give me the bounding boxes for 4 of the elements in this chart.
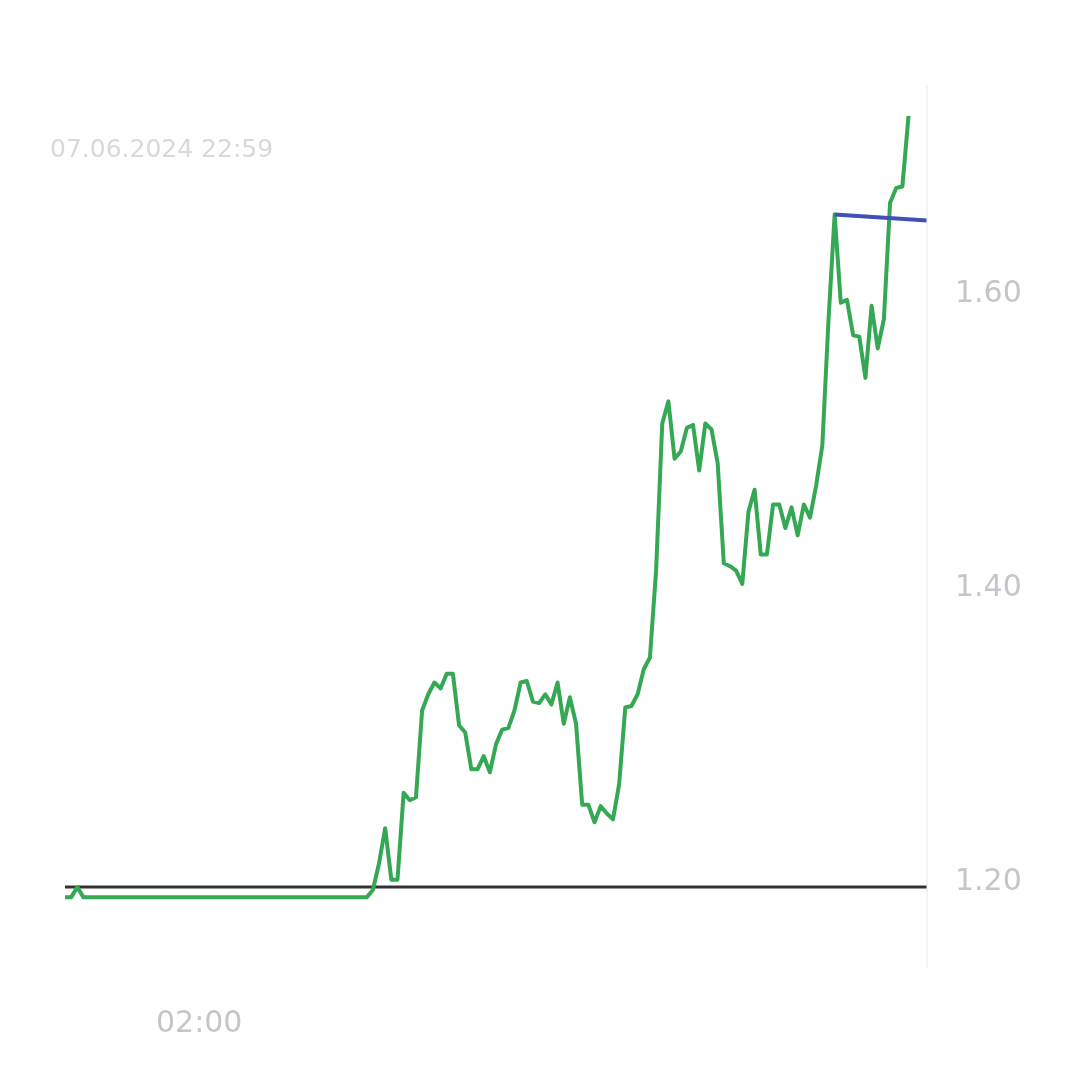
y-tick-label: 1.20 bbox=[955, 862, 1022, 898]
text: 02:00 bbox=[156, 1004, 243, 1039]
y-tick-label: 1.40 bbox=[955, 568, 1022, 604]
y-tick-label: 1.60 bbox=[955, 273, 1022, 309]
